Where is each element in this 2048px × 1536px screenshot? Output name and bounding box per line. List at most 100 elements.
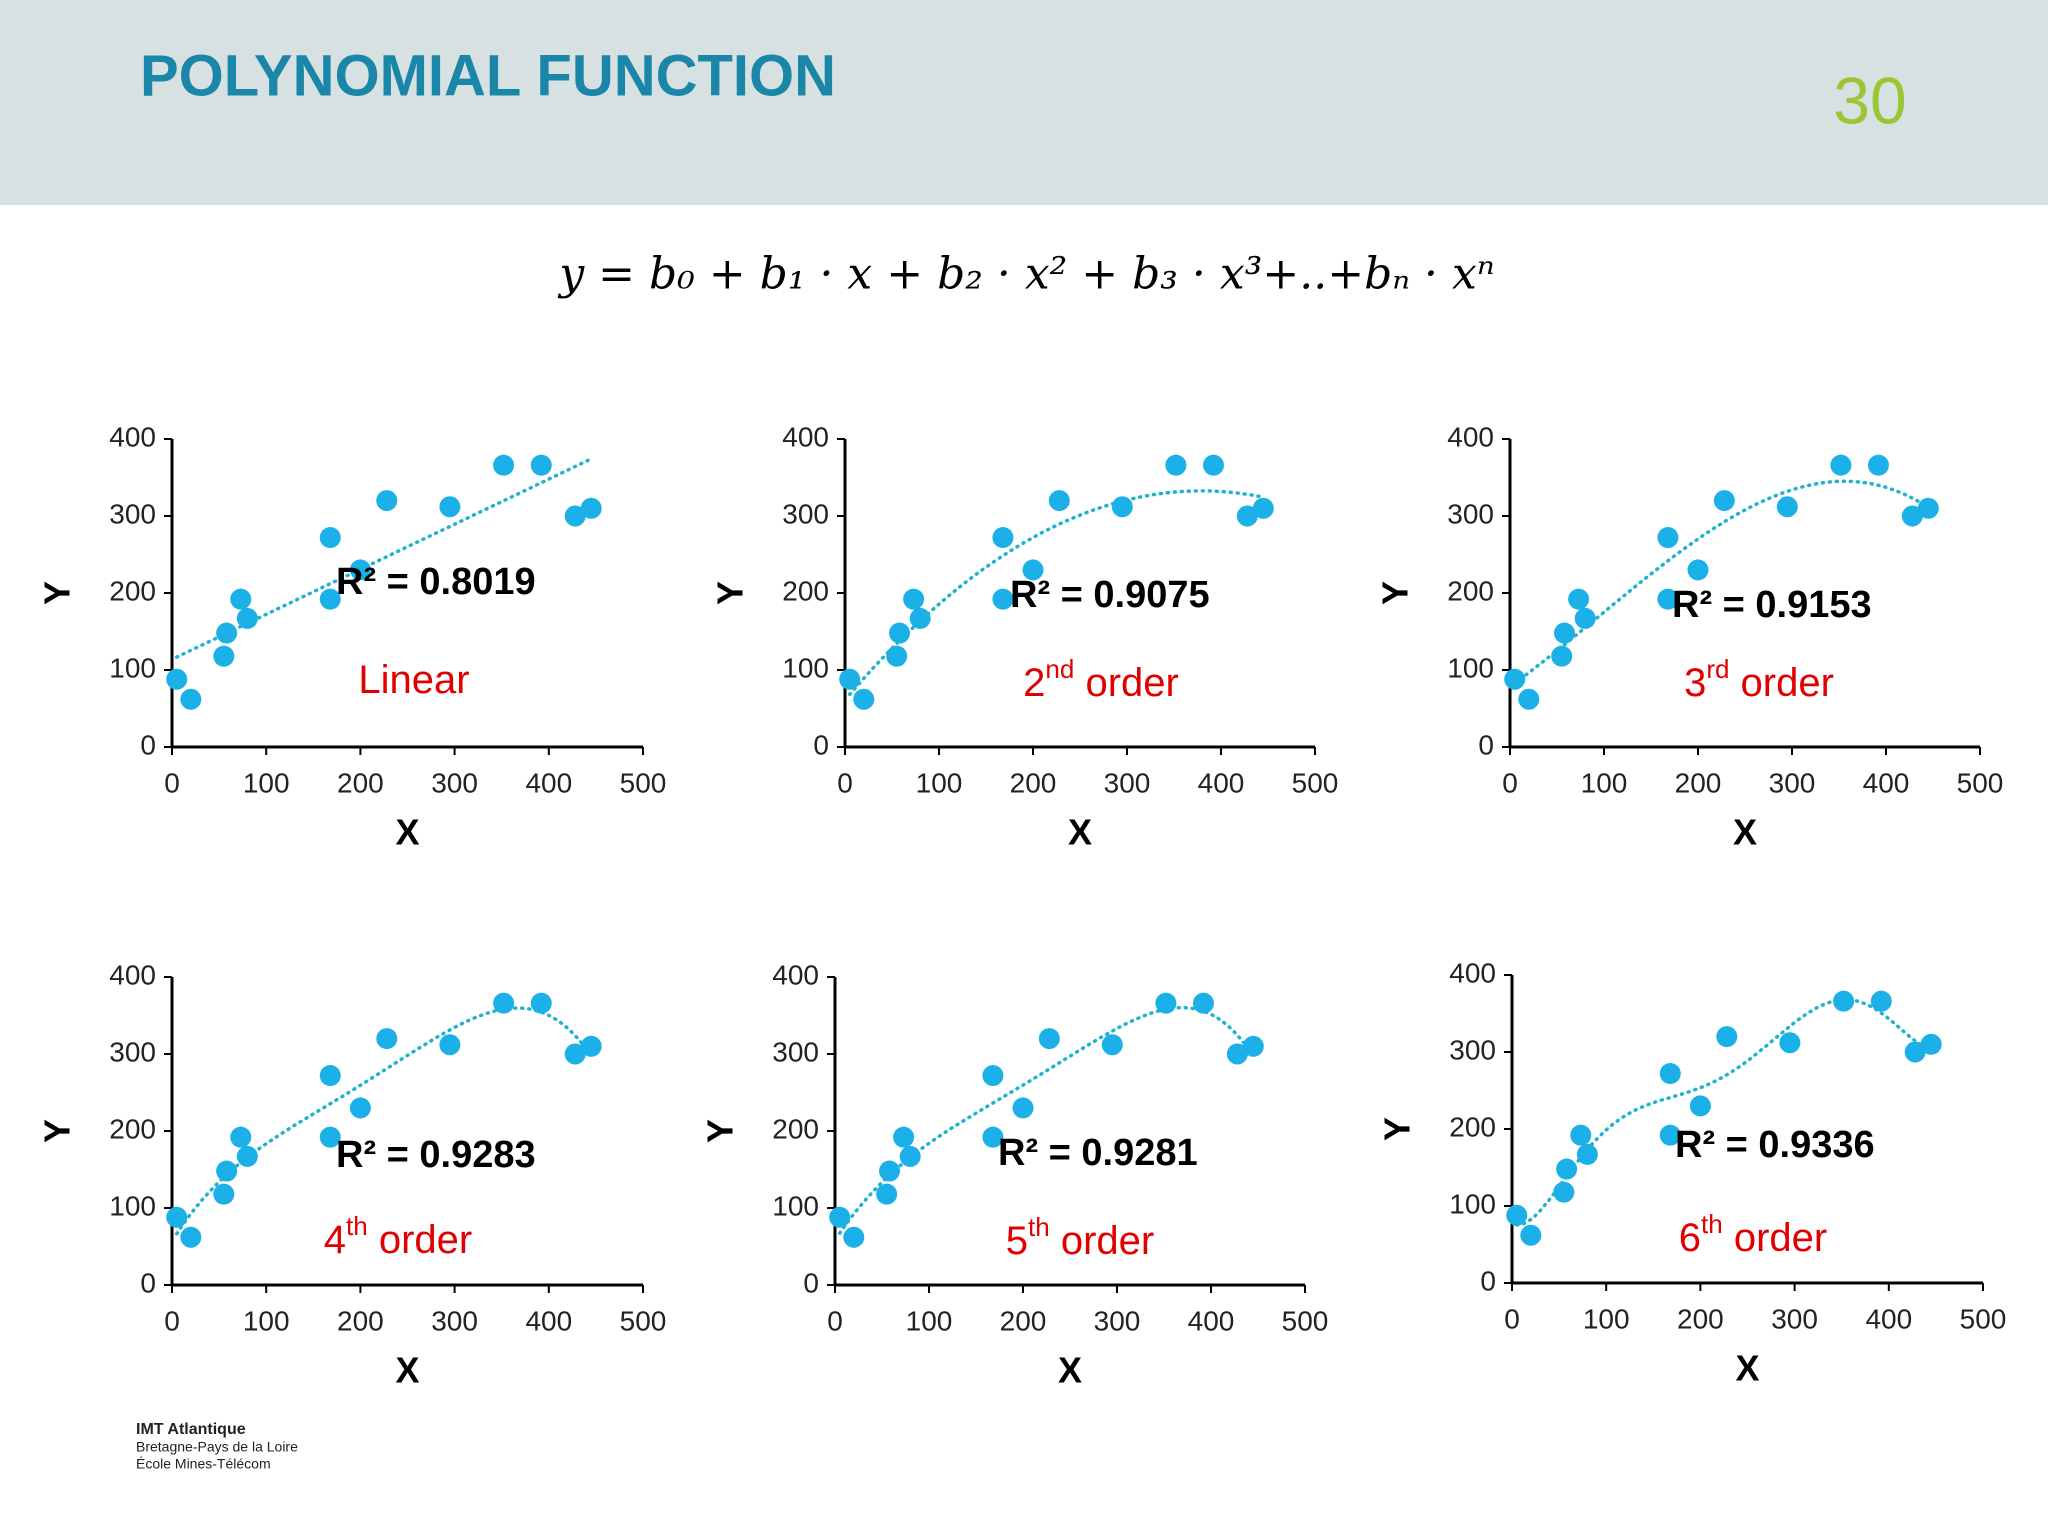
point [530, 454, 552, 476]
x-tick-label: 400 [1198, 767, 1245, 798]
point [1520, 1224, 1542, 1246]
x-tick-label: 200 [337, 1305, 384, 1336]
x-tick-label: 400 [525, 767, 572, 798]
y-tick-label: 100 [109, 1190, 156, 1221]
x-tick-label: 500 [1960, 1303, 2007, 1334]
y-tick-label: 200 [109, 1113, 156, 1144]
point [1506, 1204, 1528, 1226]
r2-label: R² = 0.9281 [998, 1132, 1198, 1174]
y-tick-label: 100 [1447, 652, 1494, 683]
point [1779, 1032, 1801, 1054]
point [1659, 1124, 1681, 1146]
point [439, 1034, 461, 1056]
point [1830, 454, 1852, 476]
point [1101, 1034, 1123, 1056]
point [1022, 559, 1044, 581]
y-tick-label: 300 [1449, 1034, 1496, 1065]
y-tick-label: 0 [140, 729, 156, 760]
x-tick-label: 0 [1504, 1303, 1520, 1334]
point [530, 992, 552, 1014]
point [1202, 454, 1224, 476]
x-tick-label: 100 [1583, 1303, 1630, 1334]
x-tick-label: 300 [1771, 1303, 1818, 1334]
model-label: Linear [358, 658, 469, 702]
y-tick-label: 200 [772, 1113, 819, 1144]
y-tick-label: 400 [782, 421, 829, 452]
trendline [174, 457, 593, 659]
y-tick-label: 0 [803, 1267, 819, 1298]
chart: 0 100 200 300 400 0 100 200 300 400 500 X Y R² = 0.80… [37, 421, 667, 852]
model-label-sup: rd [1706, 654, 1729, 684]
chart: 0 100 200 300 400 0 100 200 300 400 500 X Y R² = 0.90… [710, 421, 1339, 852]
y-tick-label: 0 [813, 729, 829, 760]
x-tick-label: 100 [906, 1305, 953, 1336]
y-tick-label: 400 [772, 959, 819, 990]
model-label-rest: order [1050, 1219, 1155, 1263]
point [1192, 992, 1214, 1014]
point [903, 588, 925, 610]
x-tick-label: 100 [243, 767, 290, 798]
chart: 0 100 200 300 400 0 100 200 300 400 500 X Y R² = 0.92… [37, 959, 667, 1390]
point [1518, 688, 1540, 710]
point [1776, 496, 1798, 518]
point [236, 607, 258, 629]
model-label-text: 2 [1023, 661, 1045, 705]
model-label: 2nd order [1023, 654, 1179, 705]
point [1556, 1158, 1578, 1180]
point [1867, 454, 1889, 476]
point [493, 454, 515, 476]
model-label-text: 6 [1679, 1216, 1701, 1260]
point [1155, 992, 1177, 1014]
point [1659, 1063, 1681, 1085]
y-tick-label: 100 [1449, 1188, 1496, 1219]
x-tick-label: 0 [1502, 767, 1518, 798]
x-axis-title: X [1735, 1348, 1759, 1389]
model-label-rest: order [1074, 661, 1179, 705]
x-tick-label: 300 [1094, 1305, 1141, 1336]
y-tick-label: 400 [109, 959, 156, 990]
point [909, 607, 931, 629]
point [1012, 1097, 1034, 1119]
x-tick-label: 200 [1000, 1305, 1047, 1336]
point [319, 1065, 341, 1087]
r2-label: R² = 0.9283 [336, 1134, 536, 1176]
point [899, 1145, 921, 1167]
model-label: 5th order [1006, 1212, 1154, 1263]
point [230, 1126, 252, 1148]
point [1570, 1124, 1592, 1146]
y-tick-label: 300 [782, 498, 829, 529]
trendline [837, 1005, 1256, 1235]
point [180, 1226, 202, 1248]
y-tick-label: 400 [1447, 421, 1494, 452]
footer-line: École Mines-Télécom [136, 1456, 271, 1472]
point [843, 1226, 865, 1248]
x-tick-label: 100 [1581, 767, 1628, 798]
y-axis-title: Y [37, 581, 78, 605]
r2-label: R² = 0.8019 [336, 561, 536, 603]
point [1554, 622, 1576, 644]
x-axis-title: X [395, 1350, 419, 1391]
x-axis-title: X [1068, 812, 1092, 853]
y-tick-label: 400 [109, 421, 156, 452]
x-tick-label: 500 [620, 767, 667, 798]
footer-line: IMT Atlantique [136, 1421, 246, 1438]
point [893, 1126, 915, 1148]
r2-label: R² = 0.9075 [1010, 574, 1210, 616]
x-tick-label: 500 [1957, 767, 2004, 798]
point [992, 527, 1014, 549]
point [1657, 527, 1679, 549]
model-label: 4th order [324, 1211, 472, 1262]
point [1551, 645, 1573, 667]
y-tick-label: 200 [1447, 575, 1494, 606]
y-tick-label: 300 [109, 498, 156, 529]
x-tick-label: 100 [243, 1305, 290, 1336]
model-label-rest: order [1729, 661, 1834, 705]
point [564, 1043, 586, 1065]
chart: 0 100 200 300 400 0 100 200 300 400 500 X Y R² = 0.93… [1377, 957, 2007, 1388]
point [1687, 559, 1709, 581]
x-axis-title: X [395, 812, 419, 853]
point [376, 490, 398, 512]
y-tick-label: 200 [782, 575, 829, 606]
model-label: 3rd order [1684, 654, 1834, 705]
